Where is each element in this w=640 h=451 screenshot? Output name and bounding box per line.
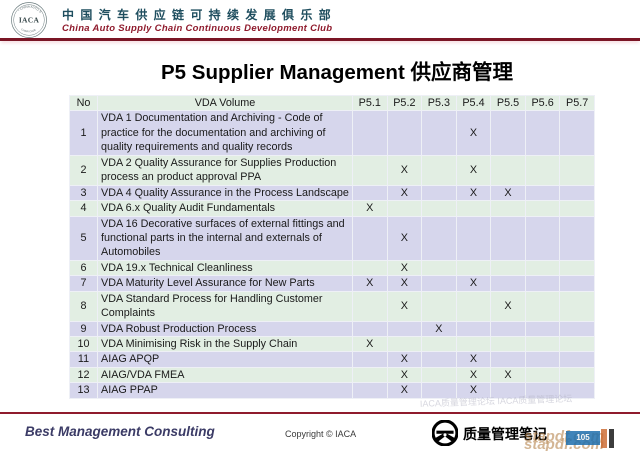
svg-text:IACA: IACA — [19, 16, 40, 25]
svg-text:CHAIN CLUB: CHAIN CLUB — [20, 27, 36, 33]
